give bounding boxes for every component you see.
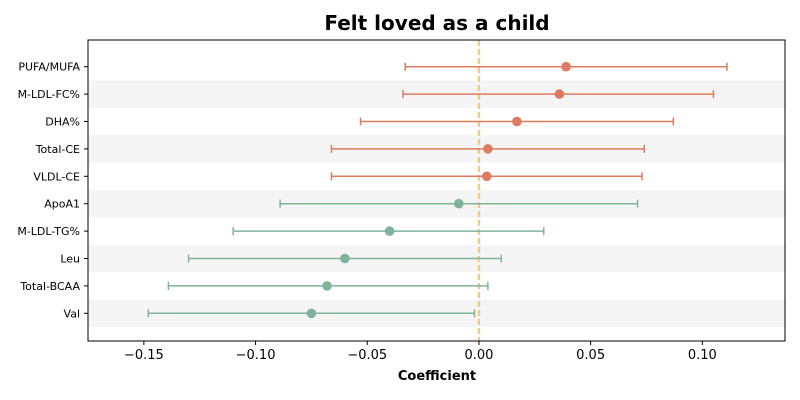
y-tick-label: Total-CE — [35, 143, 80, 156]
estimate-row — [167, 281, 489, 291]
y-tick-label: Leu — [60, 253, 80, 266]
x-tick-label: −0.15 — [124, 348, 164, 363]
x-tick-label: −0.10 — [236, 348, 276, 363]
estimate-row — [330, 171, 643, 182]
estimate-row — [187, 253, 503, 264]
chart-title: Felt loved as a child — [324, 11, 549, 35]
y-tick-label: PUFA/MUFA — [18, 61, 80, 74]
estimate-point — [384, 226, 395, 236]
y-tick-label: VLDL-CE — [33, 170, 80, 183]
x-tick-label: 0.10 — [688, 348, 717, 363]
estimate-point — [512, 116, 522, 127]
estimate-marks — [147, 61, 728, 319]
plot-frame — [87, 39, 786, 342]
estimate-row — [402, 89, 715, 99]
estimate-point — [554, 89, 565, 99]
estimate-point — [306, 308, 317, 319]
estimate-row — [147, 308, 476, 319]
x-tick-label: 0.00 — [464, 348, 493, 363]
x-tick-label: 0.05 — [576, 348, 605, 363]
estimate-point — [561, 61, 571, 72]
x-ticks: −0.15 −0.10 −0.05 0.00 0.05 0.10 — [124, 341, 717, 363]
y-tick-label: M-LDL-TG% — [17, 225, 80, 238]
estimate-point — [340, 253, 350, 264]
estimate-row — [279, 198, 639, 209]
y-tick-label: Total-BCAA — [19, 280, 80, 293]
y-tick-label: Val — [64, 307, 80, 320]
estimate-row — [232, 226, 545, 236]
x-axis-label: Coefficient — [398, 369, 476, 384]
y-tick-label: M-LDL-FC% — [18, 88, 80, 101]
y-tick-label: DHA% — [45, 116, 80, 129]
y-tick-labels: PUFA/MUFA M-LDL-FC% DHA% Total-CE VLDL-CE Apo… — [17, 61, 88, 320]
x-tick-label: −0.05 — [347, 348, 387, 363]
y-tick-label: ApoA1 — [44, 198, 80, 211]
estimate-row — [404, 61, 728, 72]
estimate-row — [330, 144, 646, 154]
estimate-row — [359, 116, 675, 127]
estimate-point — [481, 171, 492, 182]
estimate-point — [454, 198, 464, 209]
estimate-point — [322, 281, 332, 291]
estimate-point — [483, 144, 493, 154]
